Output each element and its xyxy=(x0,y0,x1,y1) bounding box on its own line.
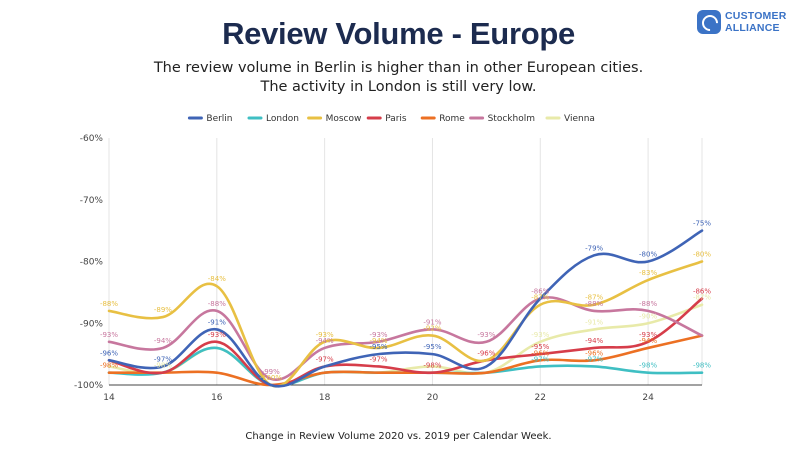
data-label-stockholm: -91% xyxy=(423,318,441,326)
data-label-berlin: -75% xyxy=(693,220,711,228)
data-label-moscow: -87% xyxy=(531,294,549,302)
chart-axes: -60%-70%-80%-90%-100%14 16 18 20 22 24 xyxy=(74,134,702,403)
data-label-stockholm: -99% xyxy=(262,368,280,376)
data-label-vienna: -98% xyxy=(154,362,172,370)
y-tick-label: -100% xyxy=(74,381,103,391)
legend-label: Berlin xyxy=(206,114,232,124)
data-label-paris: -93% xyxy=(639,331,657,339)
data-label-berlin: -95% xyxy=(423,343,441,351)
series-line-paris xyxy=(107,297,704,387)
data-label-vienna: -87% xyxy=(693,294,711,302)
data-label-london: -98% xyxy=(639,362,657,370)
logo-text: CUSTOMER ALLIANCE xyxy=(725,10,787,34)
y-tick-label: -80% xyxy=(80,258,104,268)
data-label-paris: -95% xyxy=(531,343,549,351)
data-label-stockholm: -94% xyxy=(316,337,334,345)
x-tick-label: 20 xyxy=(427,393,439,403)
legend-label: Moscow xyxy=(326,114,362,124)
data-label-vienna: -91% xyxy=(585,318,603,326)
data-label-vienna: -90% xyxy=(639,312,657,320)
data-label-moscow: -83% xyxy=(639,269,657,277)
legend-label: Paris xyxy=(385,114,407,124)
x-tick-label: 22 xyxy=(535,393,546,403)
data-label-london: -98% xyxy=(693,362,711,370)
chart-data-labels: -96%-97%-91%-95% -95%-79%-80%-75%-97% -97%… xyxy=(100,220,711,382)
data-label-moscow: -93% xyxy=(316,331,334,339)
data-label-stockholm: -88% xyxy=(585,300,603,308)
data-label-london: -97% xyxy=(585,355,603,363)
data-label-berlin: -80% xyxy=(639,251,657,259)
data-label-stockholm: -88% xyxy=(208,300,226,308)
chart-legend: Berlin London Moscow Paris Rome Stockholm Vien… xyxy=(187,114,595,124)
data-label-moscow: -87% xyxy=(585,294,603,302)
data-label-berlin: -95% xyxy=(369,343,387,351)
legend-label: Stockholm xyxy=(488,114,535,124)
x-tick-label: 18 xyxy=(319,393,331,403)
data-label-paris: -97% xyxy=(316,355,334,363)
data-label-paris: -97% xyxy=(369,355,387,363)
data-label-vienna: -93% xyxy=(531,331,549,339)
legend-label: Vienna xyxy=(564,114,595,124)
data-label-moscow: -94% xyxy=(369,337,387,345)
page-title: Review Volume - Europe xyxy=(222,16,575,51)
subtitle-line-2: The activity in London is still very low… xyxy=(260,79,537,95)
legend-label: Rome xyxy=(439,114,465,124)
data-label-london: -97% xyxy=(531,355,549,363)
legend-item-paris: Paris xyxy=(366,114,407,124)
series-line-berlin xyxy=(107,229,704,388)
data-label-stockholm: -93% xyxy=(100,331,118,339)
data-label-berlin: -97% xyxy=(154,355,172,363)
data-label-moscow: -89% xyxy=(154,306,172,314)
customer-alliance-logo-icon xyxy=(697,10,721,34)
legend-item-moscow: Moscow xyxy=(307,114,362,124)
logo-line-1: CUSTOMER xyxy=(725,10,787,22)
data-label-rome: -96% xyxy=(531,349,549,357)
subtitle-line-1: The review volume in Berlin is higher th… xyxy=(153,60,644,76)
legend-item-vienna: Vienna xyxy=(545,114,595,124)
legend-label: London xyxy=(266,114,299,124)
chart-lines xyxy=(107,229,704,388)
data-label-stockholm: -93% xyxy=(477,331,495,339)
x-tick-label: 14 xyxy=(103,393,115,403)
data-label-moscow: -88% xyxy=(100,300,118,308)
y-tick-label: -90% xyxy=(80,319,104,329)
data-label-moscow: -84% xyxy=(208,275,226,283)
data-label-stockholm: -94% xyxy=(154,337,172,345)
data-label-rome: -96% xyxy=(585,349,603,357)
legend-item-london: London xyxy=(247,114,299,124)
data-label-paris: -98% xyxy=(423,362,441,370)
data-label-paris: -93% xyxy=(208,331,226,339)
data-label-moscow: -80% xyxy=(693,251,711,259)
data-label-berlin: -96% xyxy=(100,349,118,357)
data-label-berlin: -91% xyxy=(208,318,226,326)
customer-alliance-logo: CUSTOMER ALLIANCE xyxy=(697,8,793,40)
chart-caption: Change in Review Volume 2020 vs. 2019 pe… xyxy=(245,431,552,442)
data-label-rome: -94% xyxy=(639,337,657,345)
series-line-stockholm xyxy=(107,296,704,382)
series-line-moscow xyxy=(107,260,704,388)
y-tick-label: -60% xyxy=(80,134,104,144)
logo-line-2: ALLIANCE xyxy=(725,22,780,34)
data-label-paris: -96% xyxy=(477,349,495,357)
data-label-moscow: -100% xyxy=(259,374,282,382)
data-label-rome: -98% xyxy=(100,362,118,370)
legend-item-rome: Rome xyxy=(420,114,465,124)
legend-item-stockholm: Stockholm xyxy=(469,114,535,124)
x-tick-label: 24 xyxy=(642,393,654,403)
data-label-stockholm: -86% xyxy=(531,288,549,296)
data-label-paris: -86% xyxy=(693,288,711,296)
data-label-stockholm: -88% xyxy=(639,300,657,308)
data-label-stockholm: -93% xyxy=(369,331,387,339)
y-tick-label: -70% xyxy=(80,196,104,206)
data-label-berlin: -79% xyxy=(585,244,603,252)
data-label-moscow: -92% xyxy=(423,325,441,333)
legend-item-berlin: Berlin xyxy=(187,114,233,124)
data-label-paris: -94% xyxy=(585,337,603,345)
x-tick-label: 16 xyxy=(211,393,223,403)
series-line-rome xyxy=(107,334,704,387)
